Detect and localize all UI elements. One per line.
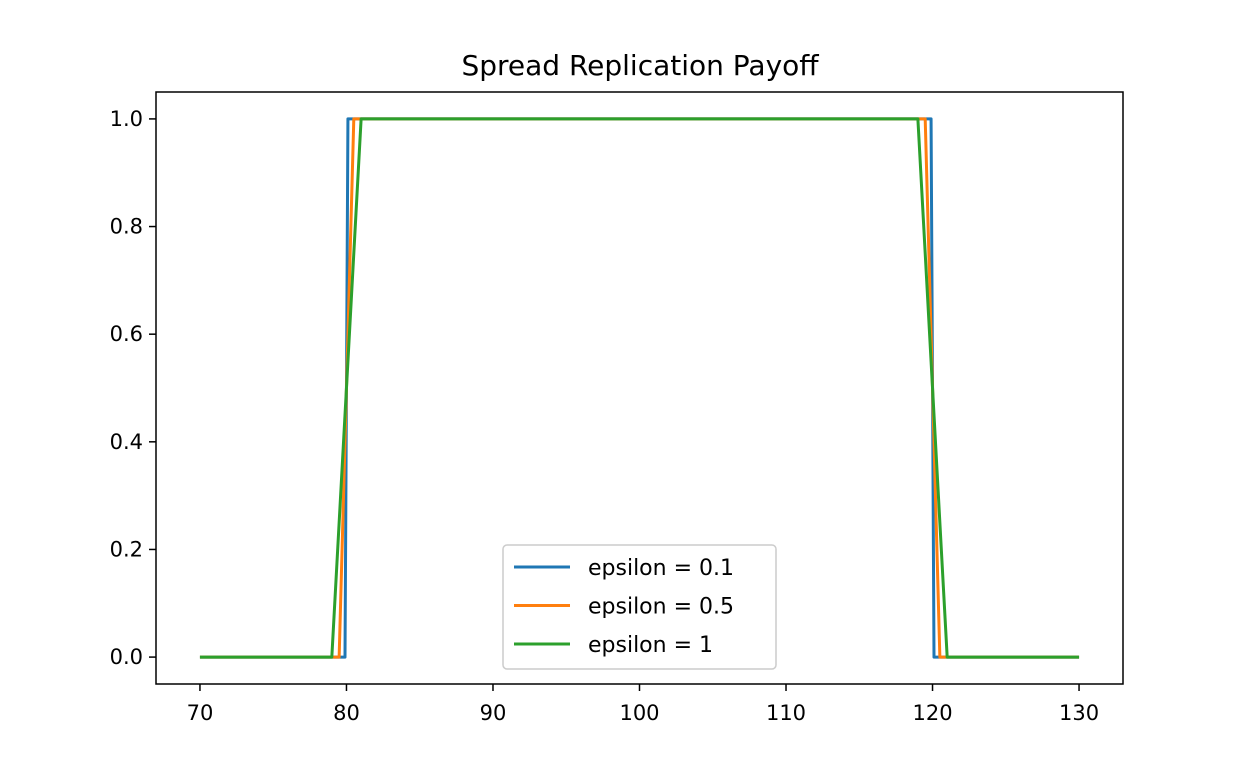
y-tick-label: 0.4 xyxy=(110,430,143,454)
legend-label: epsilon = 1 xyxy=(588,633,713,658)
legend-label: epsilon = 0.1 xyxy=(588,556,734,581)
y-tick-label: 0.0 xyxy=(110,645,143,669)
legend-frame xyxy=(502,544,777,670)
legend-label: epsilon = 0.5 xyxy=(588,595,734,620)
x-axis: 70 80 90 100 110 120 130 xyxy=(187,684,1099,725)
x-tick-label: 100 xyxy=(619,701,659,725)
x-tick-label: 90 xyxy=(480,701,507,725)
y-axis: 0.0 0.2 0.4 0.6 0.8 1.0 xyxy=(110,107,156,669)
x-tick-label: 130 xyxy=(1059,701,1099,725)
y-tick-label: 1.0 xyxy=(110,107,143,131)
chart-title: Spread Replication Payoff xyxy=(461,49,819,82)
series-line-3 xyxy=(199,117,1080,659)
x-tick-label: 80 xyxy=(333,701,360,725)
x-tick-label: 120 xyxy=(912,701,952,725)
y-tick-label: 0.8 xyxy=(110,215,143,239)
y-tick-label: 0.6 xyxy=(110,322,143,346)
x-tick-label: 70 xyxy=(187,701,214,725)
legend: epsilon = 0.1 epsilon = 0.5 epsilon = 1 xyxy=(502,544,777,670)
x-tick-label: 110 xyxy=(766,701,806,725)
series-layer xyxy=(199,117,1080,659)
y-tick-label: 0.2 xyxy=(110,537,143,561)
